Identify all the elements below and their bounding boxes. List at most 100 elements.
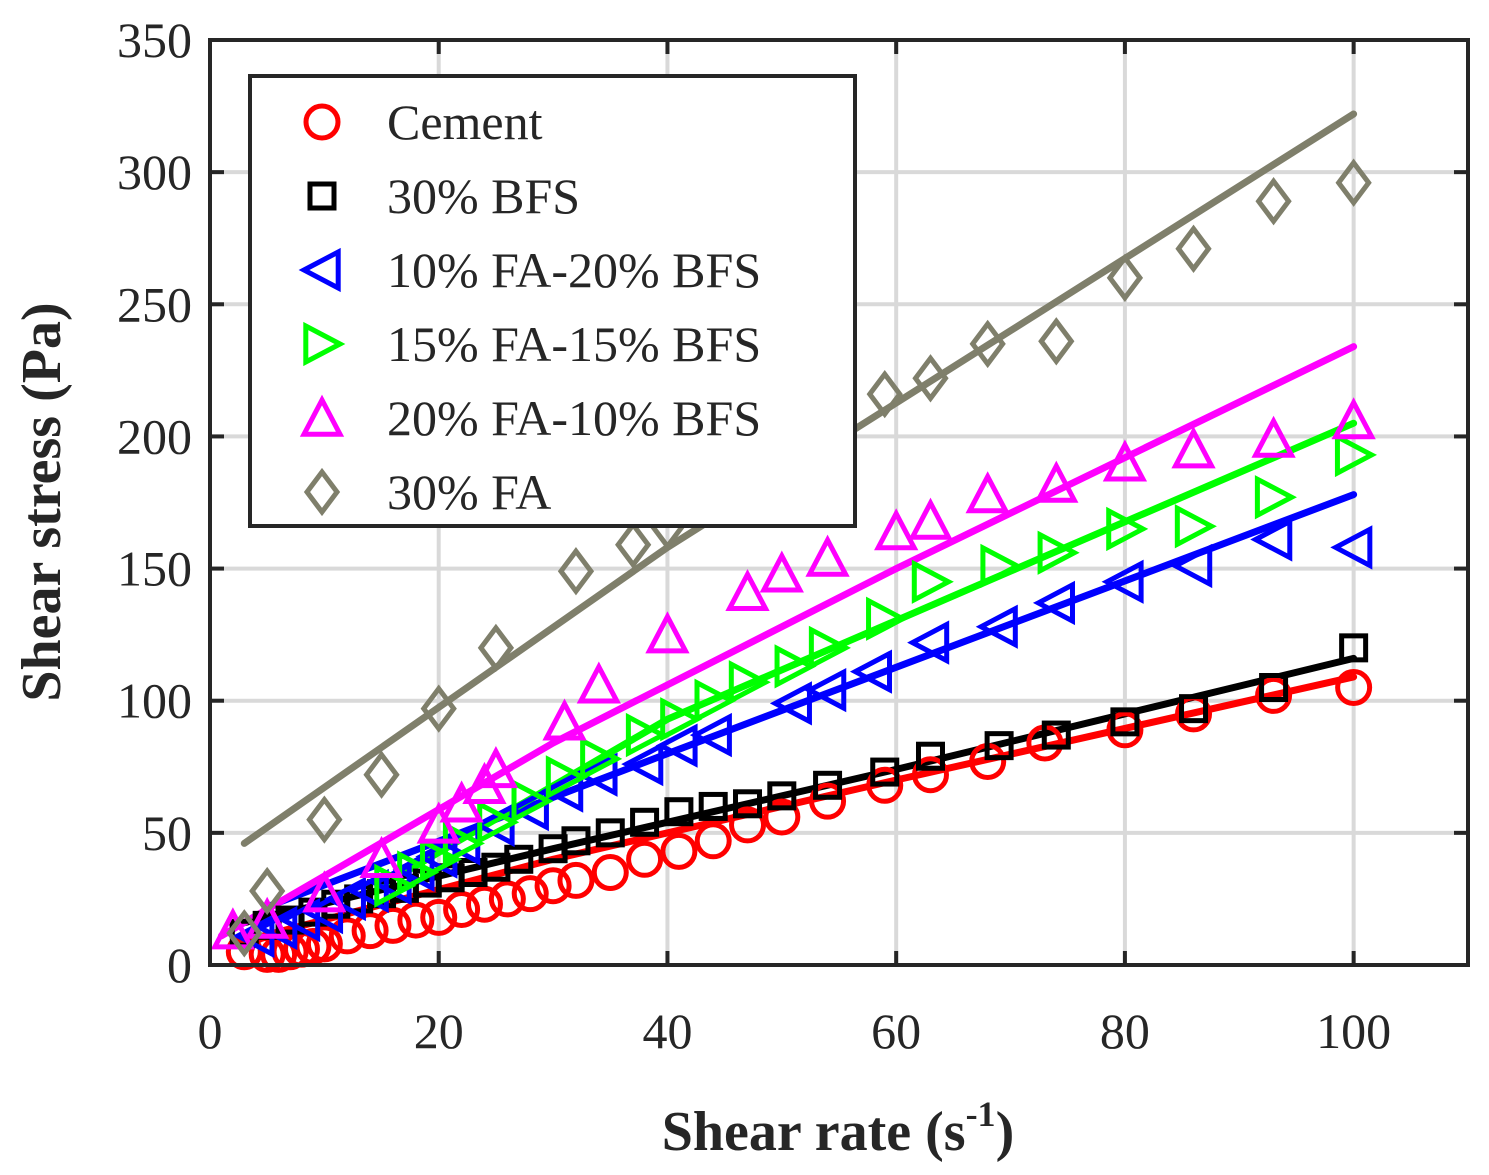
legend-label: Cement — [387, 94, 543, 150]
data-point — [813, 770, 843, 800]
data-point — [443, 891, 481, 928]
y-tick-label: 250 — [117, 276, 192, 332]
data-point — [645, 611, 690, 654]
data-point — [534, 867, 572, 905]
legend-label: 10% FA-20% BFS — [387, 242, 761, 298]
data-point — [698, 791, 728, 821]
data-point — [1034, 460, 1079, 503]
data-point — [580, 736, 623, 781]
data-point — [397, 901, 435, 939]
legend-box — [248, 74, 857, 528]
data-point — [1110, 707, 1140, 737]
data-point — [774, 644, 817, 689]
data-point — [1038, 317, 1075, 366]
data-point — [1255, 177, 1292, 226]
data-point — [328, 917, 366, 955]
x-tick-label: 40 — [642, 1003, 692, 1059]
data-point — [1175, 224, 1212, 273]
data-point — [689, 712, 732, 758]
legend-marker — [303, 321, 346, 367]
data-point — [625, 712, 668, 758]
data-point — [1330, 525, 1373, 570]
data-point — [664, 797, 694, 827]
data-point — [351, 912, 389, 950]
data-point — [626, 840, 664, 878]
axis-ticks — [208, 38, 1468, 967]
data-point — [980, 543, 1023, 589]
legend-marker — [299, 394, 345, 437]
data-markers — [210, 158, 1378, 973]
data-point — [1171, 426, 1216, 469]
data-point — [975, 604, 1018, 649]
y-tick-label: 350 — [117, 12, 192, 68]
legend-label: 30% FA — [387, 464, 551, 520]
data-point — [763, 798, 801, 836]
data-point — [576, 661, 621, 704]
data-point — [694, 822, 732, 860]
data-point — [245, 896, 290, 939]
data-point — [1251, 415, 1296, 458]
data-point — [808, 625, 851, 670]
y-tick-label: 0 — [167, 937, 192, 993]
data-point — [1106, 506, 1149, 552]
data-point — [359, 835, 404, 878]
data-point — [984, 731, 1014, 761]
data-point — [769, 681, 812, 726]
x-tick-label: 60 — [871, 1003, 921, 1059]
data-point — [591, 854, 629, 891]
data-point — [849, 649, 893, 694]
data-point — [541, 768, 584, 813]
data-point — [363, 750, 400, 799]
data-point — [511, 875, 549, 913]
data-point — [1032, 580, 1075, 626]
data-point — [911, 756, 949, 794]
data-point — [575, 752, 618, 797]
data-point — [1250, 517, 1293, 562]
data-point — [542, 698, 587, 741]
data-point — [420, 684, 457, 733]
data-point — [694, 678, 737, 723]
x-tick-label: 100 — [1316, 1003, 1391, 1059]
data-point — [561, 826, 591, 856]
data-point — [374, 906, 412, 944]
data-point — [1037, 530, 1080, 575]
data-point — [725, 568, 770, 612]
data-point — [1335, 158, 1372, 207]
data-point — [767, 781, 797, 811]
data-point — [1255, 676, 1293, 714]
data-point — [660, 697, 703, 742]
y-tick-label: 300 — [117, 144, 192, 200]
x-axis-label-superscript: -1 — [966, 1094, 996, 1134]
data-point — [305, 925, 343, 963]
data-point — [866, 766, 904, 804]
data-point — [965, 471, 1010, 514]
data-point — [210, 907, 256, 950]
data-point — [1106, 711, 1144, 749]
data-point — [306, 795, 343, 844]
data-point — [805, 534, 850, 577]
legend: Cement 30% BFS 10% FA-20% BFS 15% FA-15% BF… — [248, 74, 857, 528]
fit-line-series-1 — [229, 673, 1358, 948]
data-point — [729, 806, 767, 844]
data-point — [809, 782, 847, 820]
data-point — [1259, 673, 1289, 702]
legend-marker — [298, 247, 341, 293]
data-point — [908, 497, 953, 540]
series-6-points — [226, 158, 1372, 958]
fit-line-series-5 — [217, 343, 1358, 940]
data-point — [557, 547, 595, 596]
data-point — [733, 789, 763, 819]
x-axis-label-suffix: ) — [996, 1101, 1015, 1163]
data-point — [302, 870, 347, 913]
x-tick-labels: 0 20 40 60 80 100 — [198, 1003, 1392, 1059]
data-point — [912, 354, 949, 403]
y-axis-label: Shear stress (Pa) — [11, 302, 73, 701]
y-tick-label: 200 — [117, 408, 192, 464]
plot-frame — [208, 38, 1470, 967]
data-point — [1174, 504, 1217, 549]
data-point — [1334, 432, 1378, 478]
data-point — [759, 550, 804, 593]
data-point — [545, 755, 588, 800]
data-point — [1102, 439, 1148, 482]
